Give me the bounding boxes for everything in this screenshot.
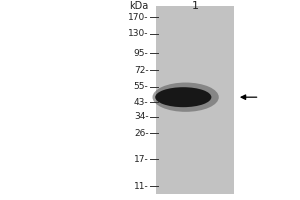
Text: 95-: 95- [134, 49, 148, 58]
Text: 43-: 43- [134, 98, 148, 107]
Bar [156, 6, 234, 194]
Ellipse shape [152, 83, 219, 112]
Text: 11-: 11- [134, 182, 148, 191]
Text: 72-: 72- [134, 66, 148, 75]
Text: 1: 1 [191, 1, 199, 11]
Text: kDa: kDa [129, 1, 148, 11]
Ellipse shape [155, 87, 211, 107]
Text: 34-: 34- [134, 112, 148, 121]
Text: 26-: 26- [134, 129, 148, 138]
Text: 130-: 130- [128, 29, 148, 38]
Text: 55-: 55- [134, 82, 148, 91]
Text: 17-: 17- [134, 155, 148, 164]
Text: 170-: 170- [128, 13, 148, 22]
